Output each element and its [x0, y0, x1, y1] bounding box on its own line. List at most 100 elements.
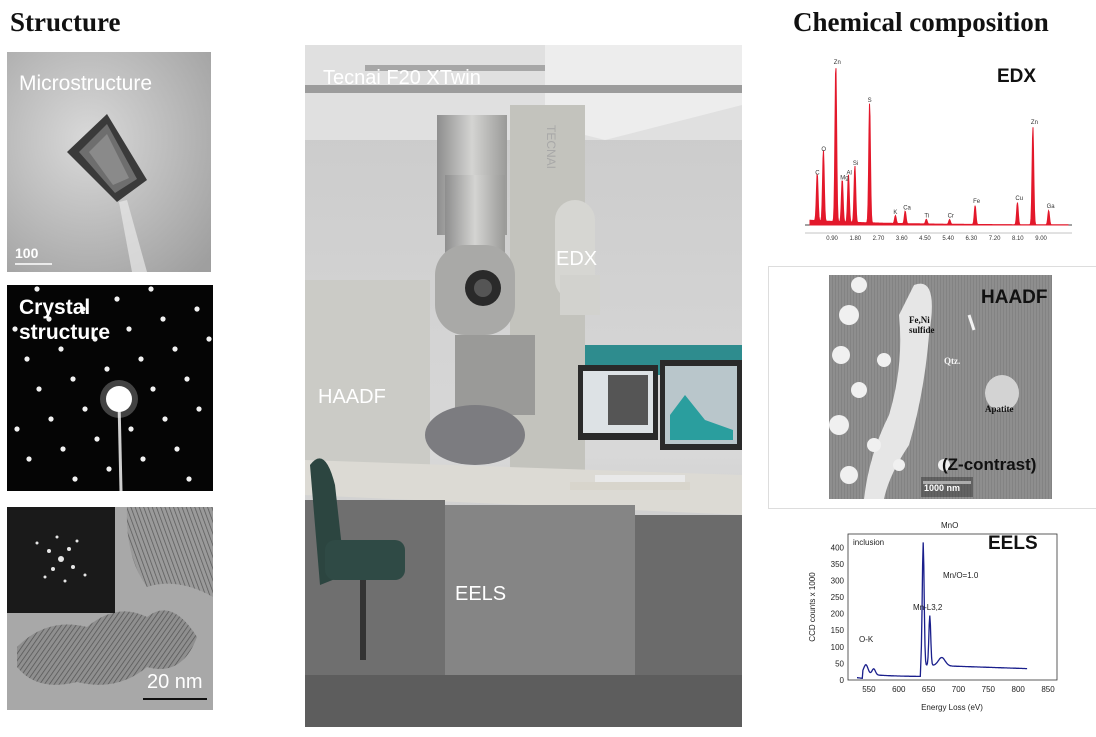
eels-inclusion-label: inclusion	[853, 538, 884, 547]
edx-peak-label: Si	[853, 161, 858, 167]
tecnai-brand-text: TECNAI	[544, 125, 558, 170]
diffraction-spot	[24, 356, 30, 362]
haadf-label: HAADF	[981, 287, 1048, 308]
haadf-sulfide-line2: sulfide	[909, 325, 935, 335]
eels-spectrum: 0 50 100 150 200 250 300 350 400 550 600 650 700 750…	[805, 518, 1076, 718]
eels-label: EELS	[988, 533, 1038, 554]
diffraction-spot	[104, 366, 110, 372]
diffraction-spot	[94, 436, 100, 442]
microscope-photo: Tecnai F20 XTwin TECNAI EDX HAADF EELS	[305, 45, 742, 727]
crystal-structure-label: Crystal structure	[19, 295, 110, 345]
eels-detector-label: EELS	[455, 583, 507, 605]
edx-tick-label: 1.80	[849, 236, 861, 242]
eels-xtick-label: 750	[982, 685, 996, 694]
edx-tick-label: 5.40	[942, 236, 954, 242]
edx-peak-label: Ti	[924, 213, 929, 219]
haadf-sulfide-line1: Fe,Ni	[909, 315, 930, 325]
eels-ytick-label: 50	[835, 659, 844, 668]
diffraction-spot	[186, 476, 192, 482]
edx-peak-label: Cr	[948, 213, 954, 219]
microstructure-label: Microstructure	[19, 72, 153, 95]
eels-ytick-label: 200	[831, 610, 845, 619]
diffraction-spot	[106, 466, 112, 472]
edx-tick-label: 6.30	[966, 236, 978, 242]
diffraction-spot	[58, 346, 64, 352]
eels-ytick-label: 400	[831, 543, 845, 552]
diffraction-spot	[138, 356, 144, 362]
diffraction-spot	[92, 336, 98, 342]
diffraction-spot	[80, 306, 86, 312]
diffraction-spot	[174, 446, 180, 452]
haadf-panel: Fe,Ni sulfide Qtz. Apatite 1000 nm HAADF…	[768, 266, 1096, 509]
diffraction-spot	[48, 416, 54, 422]
edx-peak-label: C	[815, 171, 820, 177]
eels-xtick-label: 700	[952, 685, 966, 694]
diffraction-spot	[34, 286, 40, 292]
diffraction-spot	[60, 446, 66, 452]
crystal-structure-image: Crystal structure	[7, 285, 213, 491]
diffraction-spot	[194, 306, 200, 312]
edx-tick-label: 8.10	[1012, 236, 1024, 242]
chemical-composition-heading: Chemical composition	[793, 7, 1049, 37]
eels-xtick-label: 650	[922, 685, 936, 694]
haadf-image: Fe,Ni sulfide Qtz. Apatite 1000 nm	[829, 275, 1052, 499]
eels-xtick-label: 800	[1012, 685, 1026, 694]
haadf-apatite-annotation: Apatite	[985, 404, 1014, 414]
edx-tick-label: 3.60	[896, 236, 908, 242]
eels-ytick-label: 100	[831, 643, 845, 652]
edx-peak-label: O	[821, 147, 826, 153]
diffraction-spot	[128, 426, 134, 432]
diffraction-spot	[160, 316, 166, 322]
diffraction-spot	[126, 326, 132, 332]
diffraction-spot	[162, 416, 168, 422]
edx-peak-label: Fe	[973, 199, 981, 205]
diffraction-spot	[14, 426, 20, 432]
edx-spectrum: C O Zn Mg Al Si S K Ca Ti Cr Fe Cu Zn Ga 0.90 1.80 2.70 3…	[800, 58, 1076, 248]
crystal-label-line1: Crystal	[19, 296, 91, 319]
diffraction-spot	[196, 406, 202, 412]
edx-detector-label: EDX	[556, 248, 598, 270]
edx-label: EDX	[997, 66, 1037, 87]
eels-ytick-label: 150	[831, 626, 845, 635]
haadf-sulfide-annotation: Fe,Ni sulfide	[909, 315, 935, 335]
eels-ytick-label: 300	[831, 576, 845, 585]
haadf-z-contrast-label: (Z-contrast)	[942, 455, 1037, 474]
edx-tick-label: 4.50	[919, 236, 931, 242]
diffraction-spot	[46, 316, 52, 322]
diffraction-spot	[82, 406, 88, 412]
hrtem-image: 20 nm	[7, 507, 213, 710]
haadf-qtz-annotation: Qtz.	[944, 356, 961, 366]
edx-peak-label: Ga	[1047, 204, 1056, 210]
edx-tick-label: 7.20	[989, 236, 1001, 242]
eels-ytick-label: 250	[831, 593, 845, 602]
edx-peak-label: K	[893, 210, 897, 216]
edx-peak-label: Ca	[903, 205, 911, 211]
edx-peak-label: Al	[846, 171, 851, 177]
eels-ylabel: CCD counts x 1000	[808, 572, 817, 642]
eels-ytick-label: 350	[831, 560, 845, 569]
eels-xtick-label: 550	[862, 685, 876, 694]
eels-xtick-label: 850	[1041, 685, 1055, 694]
eels-top-label: MnO	[941, 521, 958, 530]
haadf-scale: 1000 nm	[924, 483, 961, 493]
hrtem-scale: 20 nm	[147, 671, 203, 693]
diffraction-spot	[114, 296, 120, 302]
microscope-model-label: Tecnai F20 XTwin	[323, 67, 481, 89]
edx-tick-label: 9.00	[1035, 236, 1047, 242]
eels-xtick-label: 600	[892, 685, 906, 694]
eels-mn-edge-label: Mn-L3,2	[913, 603, 943, 612]
diffraction-spot	[148, 286, 154, 292]
eels-xlabel: Energy Loss (eV)	[921, 703, 983, 712]
microstructure-scale: 100	[15, 245, 39, 261]
structure-heading: Structure	[10, 7, 121, 37]
diffraction-spot	[184, 376, 190, 382]
diffraction-spot	[12, 326, 18, 332]
edx-peak-label: Cu	[1015, 196, 1023, 202]
diffraction-spot	[70, 376, 76, 382]
eels-ratio-label: Mn/O=1.0	[943, 571, 979, 580]
diffraction-spot	[206, 336, 212, 342]
diffraction-spot	[26, 456, 32, 462]
diffraction-spot	[150, 386, 156, 392]
edx-tick-label: 0.90	[826, 236, 838, 242]
edx-peak-label: Zn	[1031, 120, 1038, 126]
